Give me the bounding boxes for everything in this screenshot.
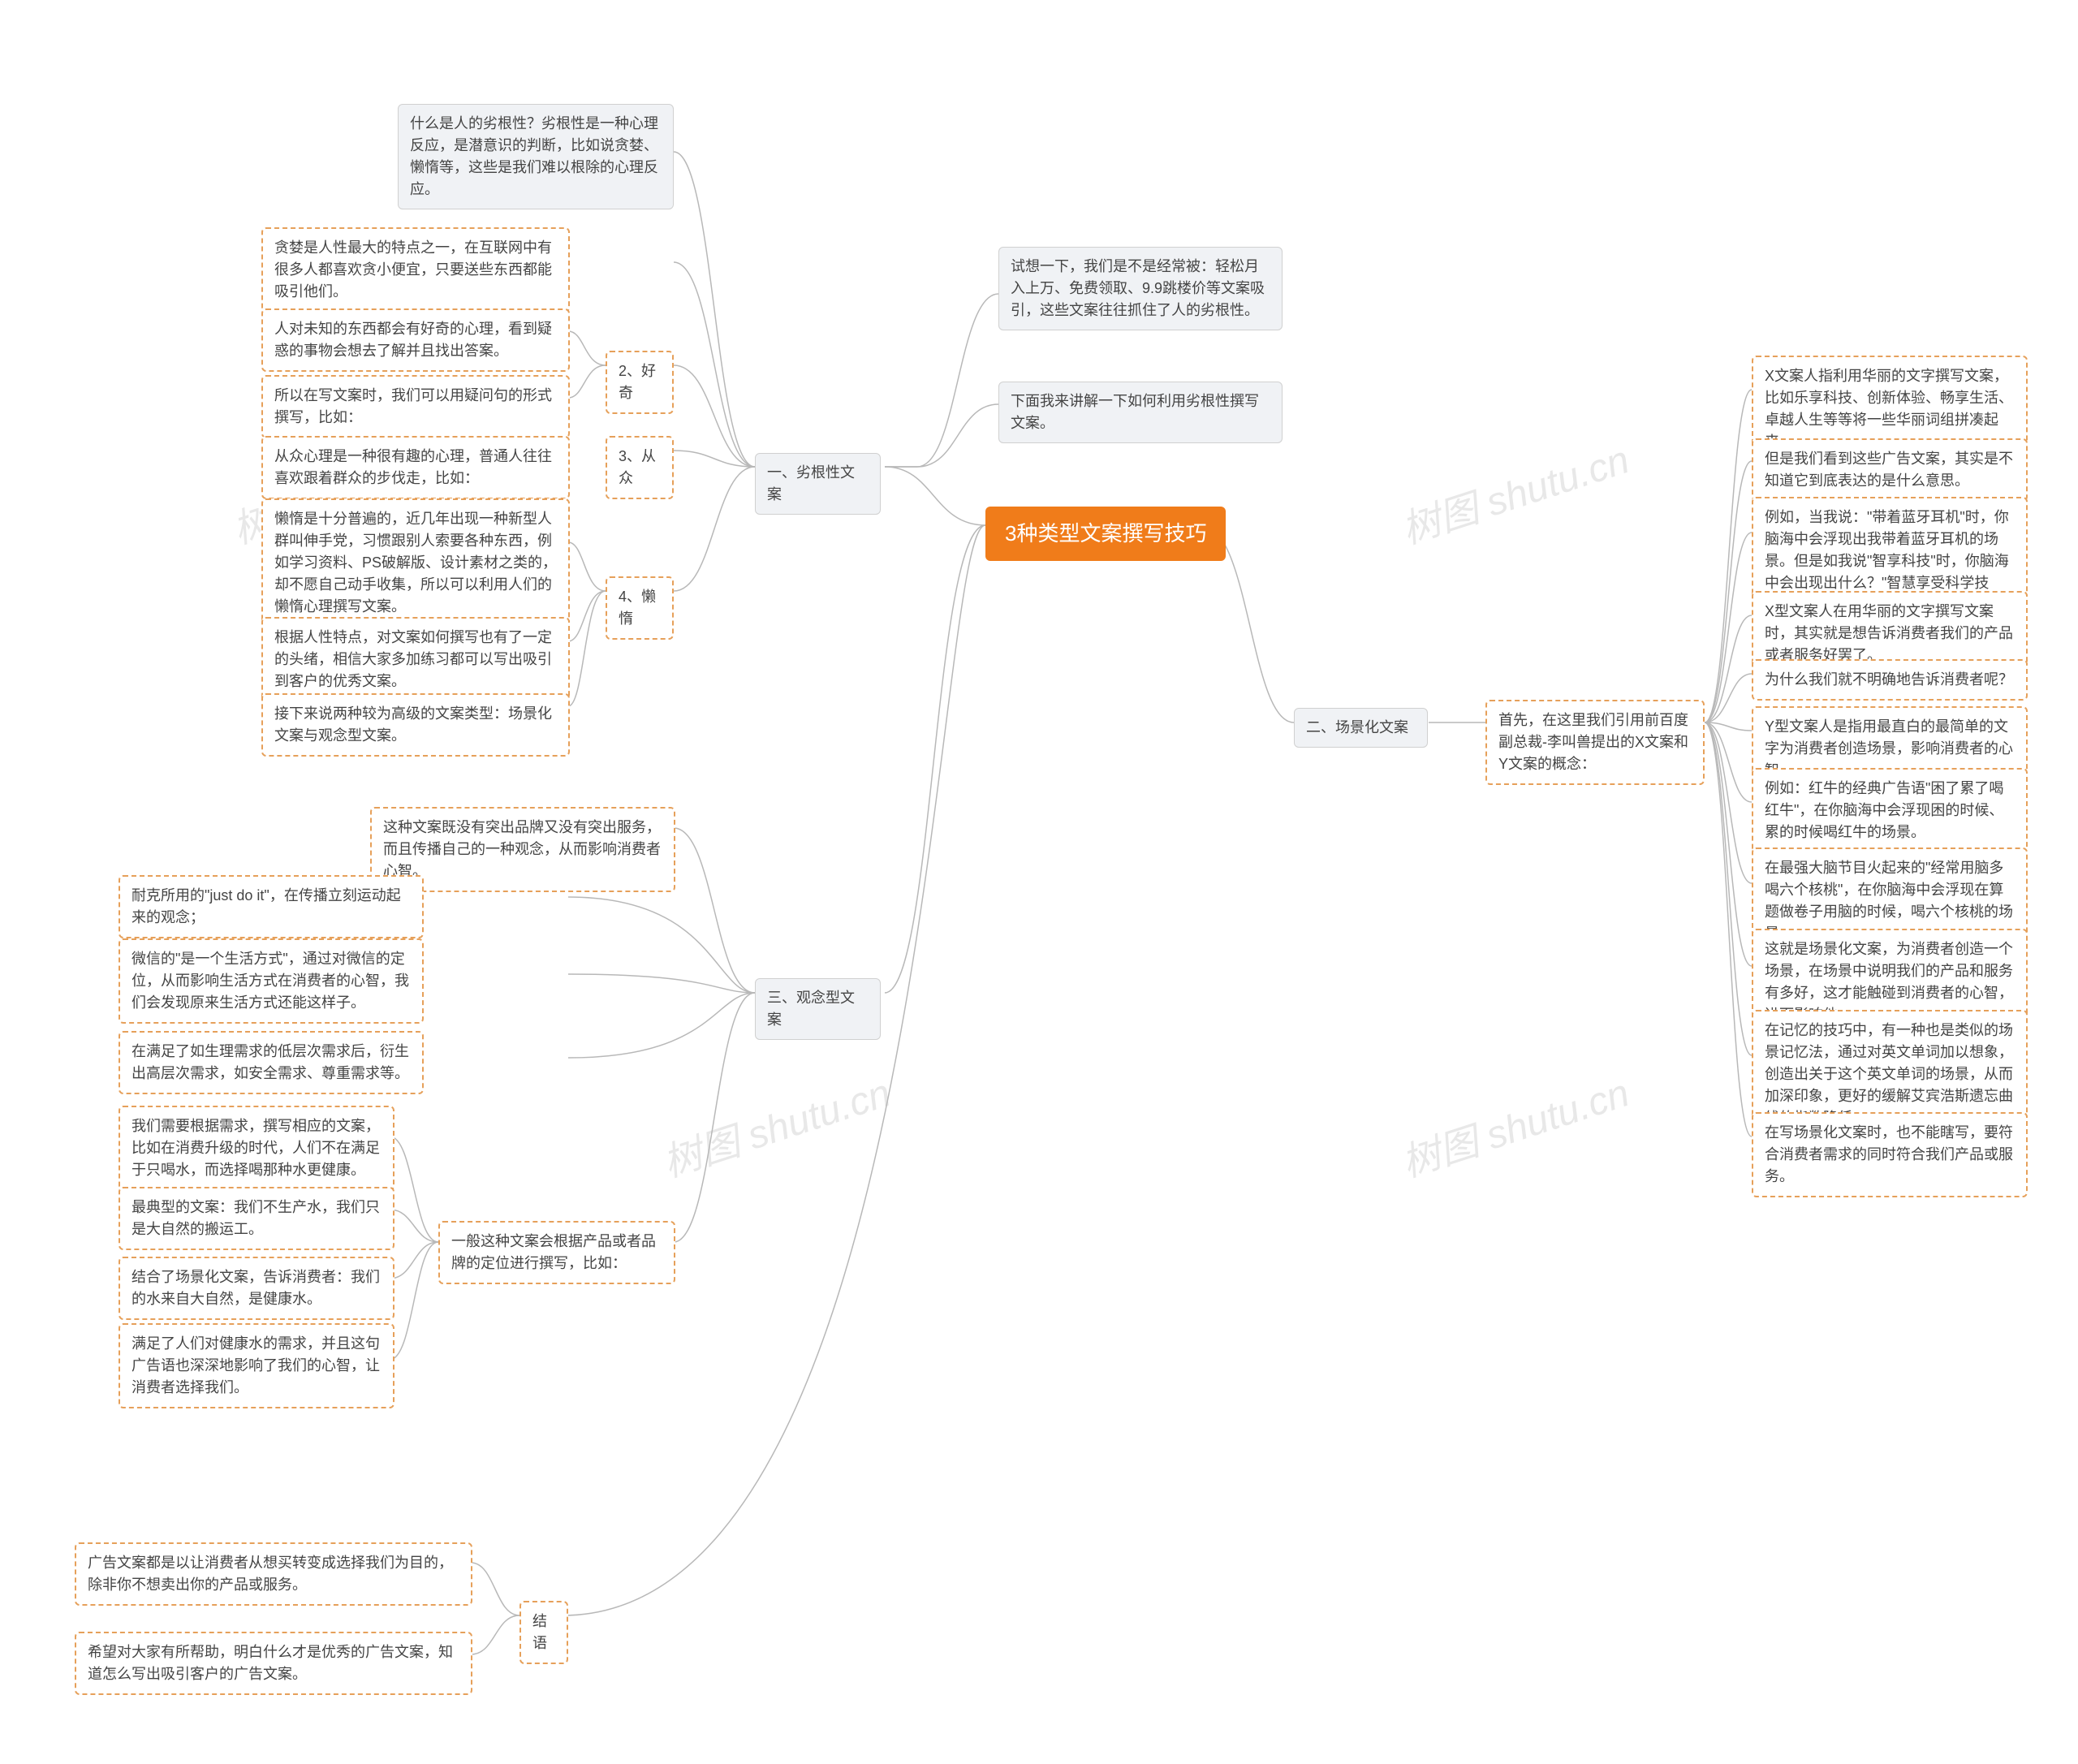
- b3-sub-n2: 最典型的文案：我们不生产水，我们只是大自然的搬运工。: [119, 1187, 394, 1250]
- b3-b: 耐克所用的"just do it"，在传播立刻运动起来的观念；: [119, 875, 424, 938]
- b2-n11: 在写场景化文案时，也不能瞎写，要符合消费者需求的同时符合我们产品或服务。: [1752, 1112, 2028, 1197]
- b3-sub-n4: 满足了人们对健康水的需求，并且这句广告语也深深地影响了我们的心智，让消费者选择我…: [119, 1323, 394, 1408]
- b3-sub-n3: 结合了场景化文案，告诉消费者：我们的水来自大自然，是健康水。: [119, 1257, 394, 1320]
- b1-sub4-b: 根据人性特点，对文案如何撰写也有了一定的头绪，相信大家多加练习都可以写出吸引到客…: [261, 617, 570, 702]
- b3-d: 在满足了如生理需求的低层次需求后，衍生出高层次需求，如安全需求、尊重需求等。: [119, 1031, 424, 1094]
- b4-b: 希望对大家有所帮助，明白什么才是优秀的广告文案，知道怎么写出吸引客户的广告文案。: [75, 1632, 472, 1695]
- branch-4: 结语: [520, 1601, 568, 1664]
- b1-sub2-a: 人对未知的东西都会有好奇的心理，看到疑惑的事物会想去了解并且找出答案。: [261, 308, 570, 372]
- branch-3: 三、观念型文案: [755, 978, 881, 1040]
- b1-sub3-a: 从众心理是一种很有趣的心理，普通人往往喜欢跟着群众的步伐走，比如：: [261, 436, 570, 499]
- root-node: 3种类型文案撰写技巧: [985, 507, 1226, 561]
- b1-sub4-a: 懒惰是十分普遍的，近几年出现一种新型人群叫伸手党，习惯跟别人索要各种东西，例如学…: [261, 498, 570, 628]
- b1-sub3: 3、从众: [606, 436, 674, 499]
- watermark: 树图 shutu.cn: [1393, 428, 1635, 554]
- branch-2: 二、场景化文案: [1294, 708, 1428, 748]
- b1-intro1: 试想一下，我们是不是经常被：轻松月入上万、免费领取、9.9跳楼价等文案吸引，这些…: [998, 247, 1283, 330]
- b3-sub: 一般这种文案会根据产品或者品牌的定位进行撰写，比如：: [438, 1221, 675, 1284]
- branch-1: 一、劣根性文案: [755, 453, 881, 515]
- b1-def: 什么是人的劣根性？劣根性是一种心理反应，是潜意识的判断，比如说贪婪、懒惰等，这些…: [398, 104, 674, 209]
- b4-a: 广告文案都是以让消费者从想买转变成选择我们为目的，除非你不想卖出你的产品或服务。: [75, 1542, 472, 1606]
- b1-sub2-b: 所以在写文案时，我们可以用疑问句的形式撰写，比如：: [261, 375, 570, 438]
- b1-greed: 贪婪是人性最大的特点之一，在互联网中有很多人都喜欢贪小便宜，只要送些东西都能吸引…: [261, 227, 570, 313]
- b2-n5: 为什么我们就不明确地告诉消费者呢？: [1752, 659, 2028, 701]
- watermark: 树图 shutu.cn: [1393, 1061, 1635, 1188]
- watermark: 树图 shutu.cn: [654, 1061, 896, 1188]
- b1-sub4-c: 接下来说两种较为高级的文案类型：场景化文案与观念型文案。: [261, 693, 570, 757]
- b1-intro2: 下面我来讲解一下如何利用劣根性撰写文案。: [998, 382, 1283, 443]
- b1-sub4: 4、懒惰: [606, 576, 674, 640]
- b2-main: 首先，在这里我们引用前百度副总裁-李叫兽提出的X文案和Y文案的概念：: [1485, 700, 1705, 785]
- b3-c: 微信的"是一个生活方式"，通过对微信的定位，从而影响生活方式在消费者的心智，我们…: [119, 938, 424, 1024]
- b1-sub2: 2、好奇: [606, 351, 674, 414]
- b2-n2: 但是我们看到这些广告文案，其实是不知道它到底表达的是什么意思。: [1752, 438, 2028, 502]
- b3-sub-n1: 我们需要根据需求，撰写相应的文案，比如在消费升级的时代，人们不在满足于只喝水，而…: [119, 1106, 394, 1191]
- b2-n7: 例如：红牛的经典广告语"困了累了喝红牛"，在你脑海中会浮现困的时候、累的时候喝红…: [1752, 768, 2028, 853]
